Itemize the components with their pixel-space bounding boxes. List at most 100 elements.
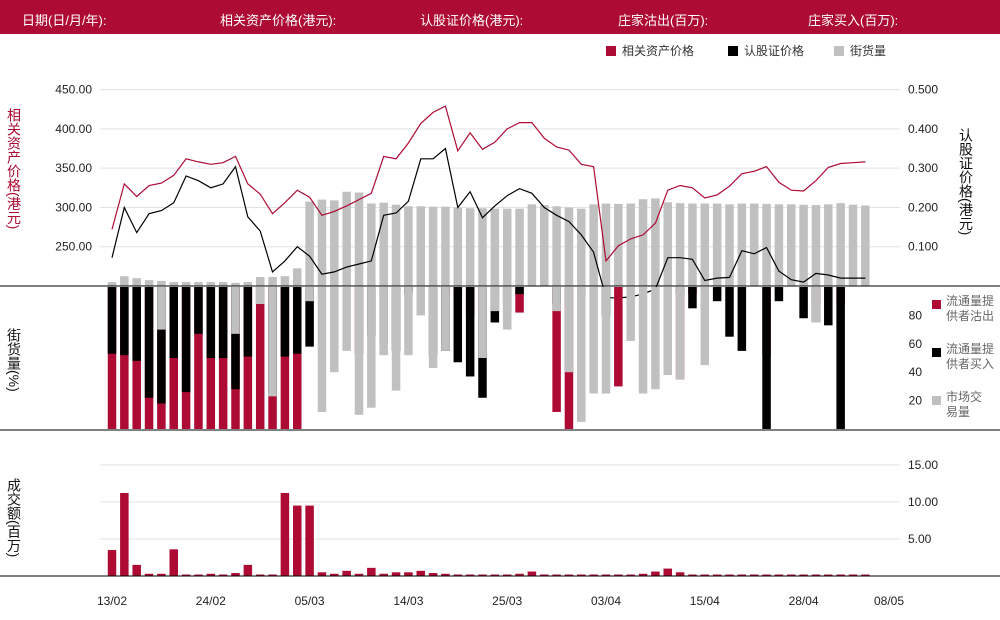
turnover-bar [614, 574, 623, 576]
turnover-bar [293, 505, 302, 576]
turnover-bar [787, 574, 796, 576]
mm-buy-bar [465, 287, 475, 377]
outstanding-bar [330, 200, 339, 286]
mm-buy-bar [194, 287, 203, 334]
turnover-bar [107, 550, 117, 576]
legend-swatch-outstanding [834, 46, 844, 56]
market-volume-bar [231, 287, 240, 334]
mm-buy-bar [836, 287, 845, 429]
outstanding-bar [675, 203, 685, 286]
mm-buy-bar [181, 287, 191, 393]
outstanding-bar [181, 282, 191, 286]
mm-buy-bar [688, 287, 697, 309]
mm-sell-bar [280, 287, 290, 429]
outstanding-bar [107, 282, 117, 286]
market-volume-bar [317, 287, 327, 412]
market-volume-bar [416, 287, 425, 316]
outstanding-bar [169, 282, 178, 286]
outstanding-bar [515, 208, 524, 286]
market-volume-bar [157, 287, 166, 330]
turnover-bar [132, 564, 141, 576]
flow-legend-label-sell: 流通量提供者沽出 [946, 294, 995, 323]
turnover-bar [564, 574, 574, 576]
y-tick-right-label: 0.300 [908, 161, 938, 175]
outstanding-bar [342, 191, 351, 286]
market-volume-bar [552, 287, 561, 312]
outstanding-bar [293, 268, 302, 286]
outstanding-bar [848, 204, 858, 286]
outstanding-bar [367, 203, 376, 286]
outstanding-bar [626, 203, 635, 286]
outstanding-bar [416, 206, 425, 286]
flow-y-tick-label: 60 [909, 337, 923, 351]
outstanding-bar [132, 278, 141, 286]
warrant-price-line [111, 147, 866, 299]
axis-title-volume: 成交额(百万) [6, 478, 22, 558]
outstanding-bar [502, 208, 512, 286]
turnover-bar [255, 574, 265, 576]
mm-sell-bar [293, 287, 302, 429]
mm-buy-bar [737, 287, 747, 351]
header-underlying-label: 相关资产价格(港元): [220, 13, 337, 28]
outstanding-bar [206, 282, 216, 286]
x-tick-label: 14/03 [393, 594, 423, 608]
turnover-bar [169, 549, 178, 576]
mm-sell-bar [515, 287, 524, 313]
turnover-bar [712, 574, 722, 576]
outstanding-bar [614, 203, 623, 286]
turnover-bar [811, 574, 821, 576]
outstanding-bar [478, 208, 487, 286]
turnover-bar [749, 574, 759, 576]
turnover-bar [799, 574, 808, 576]
market-volume-bar [379, 287, 388, 356]
mm-buy-bar [824, 287, 833, 326]
turnover-bar [502, 574, 512, 576]
mm-buy-bar [774, 287, 784, 302]
outstanding-bar [441, 206, 450, 286]
outstanding-bar [490, 208, 500, 286]
turnover-bar [836, 574, 845, 576]
turnover-bar [527, 571, 537, 576]
turnover-bar [144, 573, 154, 576]
outstanding-bar [280, 276, 290, 286]
turnover-bar [589, 574, 598, 576]
market-volume-bar [478, 287, 487, 358]
market-volume-bar [342, 287, 351, 351]
y-tick-left-label: 450.00 [55, 83, 92, 97]
mm-sell-bar [194, 287, 203, 429]
header-warrant-label: 认股证价格(港元): [420, 13, 524, 28]
turnover-bar [675, 572, 685, 576]
market-volume-bar [367, 287, 376, 408]
outstanding-bar [243, 282, 253, 286]
mm-buy-bar [762, 287, 771, 429]
outstanding-bar [688, 203, 697, 286]
x-tick-label: 24/02 [196, 594, 226, 608]
mm-buy-bar [725, 287, 734, 337]
mm-buy-bar [169, 287, 178, 358]
market-volume-bar [268, 287, 277, 397]
market-volume-bar [255, 287, 265, 305]
turnover-bar [453, 574, 463, 576]
outstanding-bar [231, 282, 240, 286]
header-mm-buy-label: 庄家买入(百万): [808, 13, 899, 28]
market-volume-bar [700, 287, 710, 366]
mm-sell-bar [243, 287, 253, 429]
flow-legend-swatch-market [932, 396, 941, 405]
volume-y-tick-label: 15.00 [908, 458, 938, 472]
turnover-bar [206, 573, 216, 576]
flow-legend-item-market: 市场交易量 [932, 390, 992, 420]
outstanding-bar [601, 203, 611, 286]
market-volume-bar [330, 287, 339, 373]
mm-buy-bar [144, 287, 154, 398]
turnover-bar [725, 574, 734, 576]
market-volume-bar [441, 287, 450, 351]
turnover-bar [218, 574, 228, 576]
turnover-bar [391, 572, 401, 576]
outstanding-bar [552, 206, 561, 286]
y-tick-left-label: 350.00 [55, 161, 92, 175]
market-volume-bar [589, 287, 598, 394]
market-volume-bar [663, 287, 672, 376]
turnover-bar [861, 574, 870, 576]
legend-item-warrant: 认股证价格 [728, 42, 804, 59]
